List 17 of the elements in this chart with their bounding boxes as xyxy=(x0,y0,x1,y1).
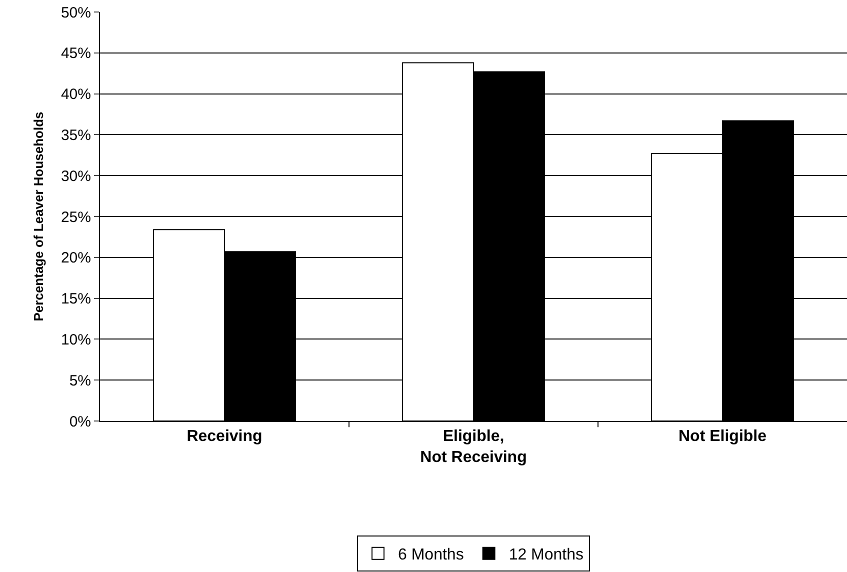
y-axis-title: Percentage of Leaver Households xyxy=(30,112,46,322)
x-tick-label: Not Eligible xyxy=(678,428,767,446)
y-tick-label: 20% xyxy=(60,250,91,267)
legend-label: 12 Months xyxy=(508,546,584,564)
y-tick-label: 30% xyxy=(60,168,91,185)
y-tick-label: 5% xyxy=(69,372,91,390)
x-tick-label: Eligible, Not Receiving xyxy=(420,428,527,466)
y-tick-label: 10% xyxy=(60,331,91,348)
legend-label: 6 Months xyxy=(398,546,464,564)
y-tick-label: 25% xyxy=(60,208,91,226)
y-tick-label: 0% xyxy=(69,413,91,430)
x-tick-label: Receiving xyxy=(186,428,262,446)
y-tick-label: 15% xyxy=(60,290,91,308)
y-tick-label: 35% xyxy=(60,126,91,144)
y-tick-label: 45% xyxy=(60,45,91,62)
y-tick-label: 40% xyxy=(60,86,91,104)
y-tick-label: 50% xyxy=(60,4,91,22)
